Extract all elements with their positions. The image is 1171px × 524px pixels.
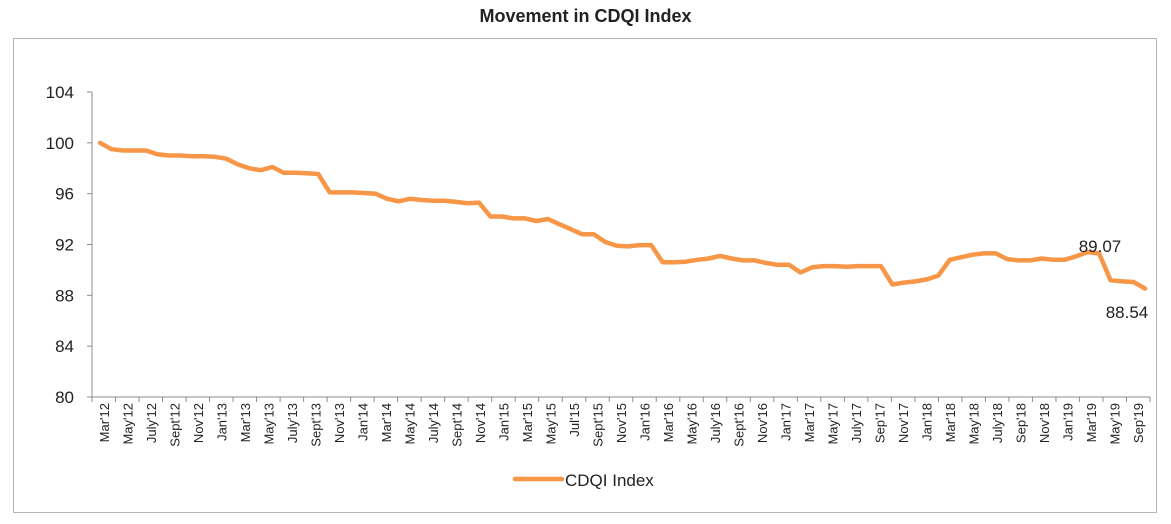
x-tick-label: May'16 bbox=[685, 403, 700, 445]
data-label: 88.54 bbox=[1106, 303, 1149, 322]
x-tick-label: July'16 bbox=[708, 403, 723, 443]
x-tick-label: May'15 bbox=[543, 403, 558, 445]
y-tick-label: 88 bbox=[55, 286, 74, 305]
x-tick-label: May'12 bbox=[120, 403, 135, 445]
x-tick-label: May'17 bbox=[826, 403, 841, 445]
x-tick-label: Mar'18 bbox=[943, 403, 958, 442]
x-tick-label: Jan'15 bbox=[496, 403, 511, 441]
x-tick-label: Nov'15 bbox=[614, 403, 629, 443]
x-tick-label: July'18 bbox=[990, 403, 1005, 443]
x-tick-label: May'18 bbox=[967, 403, 982, 445]
y-tick-label: 100 bbox=[46, 134, 74, 153]
x-tick-label: Jan'14 bbox=[355, 403, 370, 441]
x-tick-label: Nov'18 bbox=[1037, 403, 1052, 443]
x-tick-label: May'14 bbox=[402, 403, 417, 445]
x-tick-label: Sept'15 bbox=[590, 403, 605, 447]
chart-frame bbox=[13, 38, 1157, 513]
x-tick-label: July'17 bbox=[849, 403, 864, 443]
x-tick-label: Mar'15 bbox=[520, 403, 535, 442]
x-tick-label: July'14 bbox=[426, 403, 441, 443]
chart-title: Movement in CDQI Index bbox=[479, 6, 692, 26]
y-tick-label: 96 bbox=[55, 185, 74, 204]
x-tick-label: Mar'12 bbox=[97, 403, 112, 442]
x-tick-label: Jan'19 bbox=[1061, 403, 1076, 441]
x-tick-label: July'12 bbox=[144, 403, 159, 443]
x-tick-label: May'19 bbox=[1108, 403, 1123, 445]
y-tick-label: 104 bbox=[46, 83, 74, 102]
x-tick-label: Nov'17 bbox=[896, 403, 911, 443]
x-tick-label: July'13 bbox=[285, 403, 300, 443]
y-tick-label: 92 bbox=[55, 236, 74, 255]
x-tick-label: Nov'16 bbox=[755, 403, 770, 443]
x-tick-label: Mar'13 bbox=[238, 403, 253, 442]
x-tick-label: Sep'19 bbox=[1131, 403, 1146, 443]
x-tick-label: Nov'14 bbox=[473, 403, 488, 443]
y-tick-label: 80 bbox=[55, 388, 74, 407]
series-line-cdqi-index bbox=[97, 140, 1148, 291]
x-tick-label: Jan'13 bbox=[214, 403, 229, 441]
x-tick-label: Sept'12 bbox=[167, 403, 182, 447]
x-tick-label: Jan'16 bbox=[638, 403, 653, 441]
x-tick-label: Sept'16 bbox=[732, 403, 747, 447]
x-tick-label: Mar'16 bbox=[661, 403, 676, 442]
x-tick-label: Sep'17 bbox=[873, 403, 888, 443]
x-tick-label: Nov'13 bbox=[332, 403, 347, 443]
x-tick-label: Jul'15 bbox=[567, 403, 582, 437]
x-tick-label: Sep'18 bbox=[1014, 403, 1029, 443]
x-tick-label: Jan'18 bbox=[920, 403, 935, 441]
x-tick-label: May'13 bbox=[261, 403, 276, 445]
x-tick-label: Mar'19 bbox=[1084, 403, 1099, 442]
y-tick-label: 84 bbox=[55, 337, 74, 356]
legend-label: CDQI Index bbox=[565, 471, 654, 490]
x-tick-label: Jan'17 bbox=[779, 403, 794, 441]
x-tick-label: Sept'13 bbox=[308, 403, 323, 447]
x-tick-label: Mar'17 bbox=[802, 403, 817, 442]
x-tick-label: Mar'14 bbox=[379, 403, 394, 442]
x-tick-label: Nov'12 bbox=[191, 403, 206, 443]
data-label: 89.07 bbox=[1079, 237, 1122, 256]
x-tick-label: Sept'14 bbox=[449, 403, 464, 447]
